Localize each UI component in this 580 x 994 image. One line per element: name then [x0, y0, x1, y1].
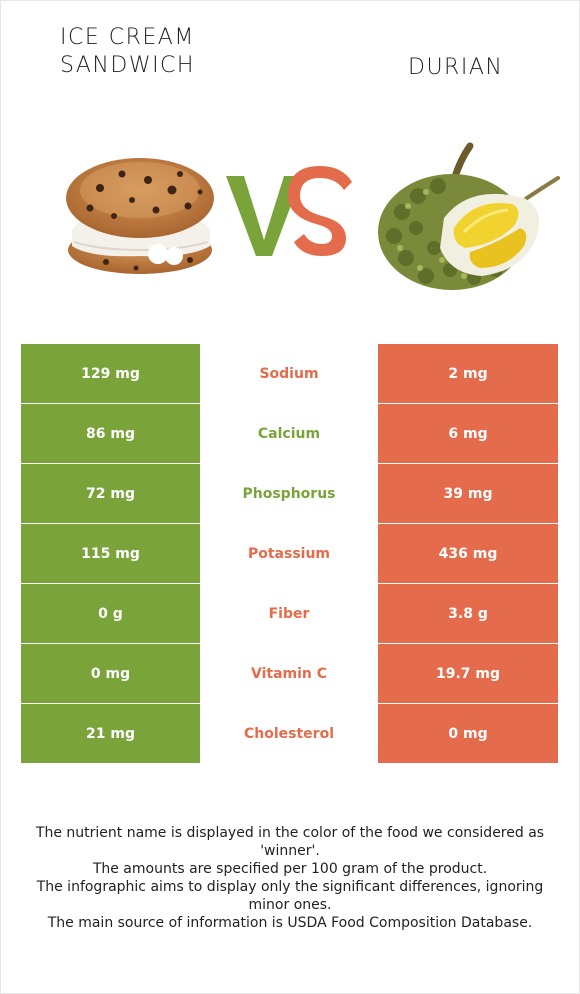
- nutrient-name: Phosphorus: [200, 464, 378, 523]
- table-row: 115 mg Potassium 436 mg: [21, 524, 558, 583]
- table-row: 0 mg Vitamin C 19.7 mg: [21, 644, 558, 703]
- left-food-value: 72 mg: [21, 464, 200, 523]
- right-food-value: 39 mg: [378, 464, 558, 523]
- right-food-value: 0 mg: [378, 704, 558, 763]
- footnote-line1: The nutrient name is displayed in the co…: [35, 825, 545, 859]
- left-food-value: 0 mg: [21, 644, 200, 703]
- right-food-title: DURIAN: [408, 55, 504, 80]
- left-food-title-line2: SANDWICH: [60, 53, 195, 78]
- left-food-title: ICE CREAM SANDWICH: [60, 24, 260, 80]
- left-food-title-line1: ICE CREAM: [60, 25, 195, 50]
- nutrient-comparison-table: 129 mg Sodium 2 mg 86 mg Calcium 6 mg 72 mg Pho…: [21, 344, 558, 764]
- footnote-line3: The infographic aims to display only the…: [36, 879, 544, 913]
- footnote-line4: The main source of information is USDA F…: [47, 915, 533, 931]
- footnote-line2: The amounts are specified per 100 gram o…: [92, 861, 488, 877]
- nutrient-name: Sodium: [200, 344, 378, 403]
- footnote: The nutrient name is displayed in the co…: [20, 824, 560, 932]
- left-food-value: 0 g: [21, 584, 200, 643]
- right-food-value: 2 mg: [378, 344, 558, 403]
- nutrient-name: Potassium: [200, 524, 378, 583]
- vs-s-letter: [288, 166, 352, 256]
- left-food-value: 86 mg: [21, 404, 200, 463]
- right-food-value: 3.8 g: [378, 584, 558, 643]
- table-row: 86 mg Calcium 6 mg: [21, 404, 558, 463]
- left-food-value: 21 mg: [21, 704, 200, 763]
- right-food-value: 436 mg: [378, 524, 558, 583]
- right-food-value: 6 mg: [378, 404, 558, 463]
- nutrient-name: Vitamin C: [200, 644, 378, 703]
- nutrient-name: Fiber: [200, 584, 378, 643]
- table-row: 0 g Fiber 3.8 g: [21, 584, 558, 643]
- vs-label: [226, 166, 352, 256]
- nutrient-name: Calcium: [200, 404, 378, 463]
- nutrient-name: Cholesterol: [200, 704, 378, 763]
- left-food-value: 129 mg: [21, 344, 200, 403]
- durian-image: [378, 142, 560, 290]
- table-row: 72 mg Phosphorus 39 mg: [21, 464, 558, 523]
- vs-v-letter: [226, 176, 302, 256]
- table-row: 129 mg Sodium 2 mg: [21, 344, 558, 403]
- left-food-value: 115 mg: [21, 524, 200, 583]
- ice-cream-sandwich-image: [66, 158, 214, 274]
- table-row: 21 mg Cholesterol 0 mg: [21, 704, 558, 763]
- right-food-value: 19.7 mg: [378, 644, 558, 703]
